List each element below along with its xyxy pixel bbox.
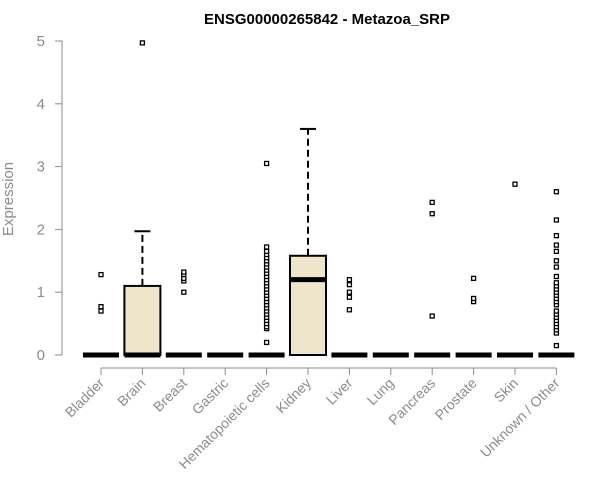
x-tick-label: Liver [323, 375, 356, 408]
outlier-point [98, 308, 104, 314]
box-liver [331, 276, 368, 358]
y-tick-label: 5 [37, 33, 45, 50]
outlier-point [553, 242, 560, 248]
y-tick-label: 4 [37, 96, 45, 113]
outlier-point [553, 258, 560, 264]
outlier-point [346, 276, 353, 283]
outlier-point [553, 264, 560, 270]
outlier-point [346, 307, 353, 313]
y-tick-label: 0 [37, 347, 45, 364]
outlier-point [553, 248, 560, 255]
outlier-point [553, 273, 560, 280]
outlier-point [98, 303, 104, 310]
box-skin [497, 181, 533, 358]
x-tick-label: Unknown / Other [477, 375, 563, 461]
box-iqr [123, 284, 162, 357]
boxes-group [83, 40, 575, 358]
outlier-point [346, 289, 353, 295]
outlier-point [429, 211, 435, 217]
outlier-point [263, 244, 270, 250]
chart-title: ENSG00000265842 - Metazoa_SRP [204, 11, 450, 28]
outlier-point [470, 275, 477, 282]
outlier-point [346, 294, 353, 300]
box-kidney [289, 127, 327, 356]
outlier-point [553, 189, 560, 195]
outlier-point [512, 181, 518, 187]
outlier-point [553, 233, 560, 239]
outlier-point [553, 280, 560, 286]
x-tick-label: Breast [150, 375, 190, 415]
x-tick-label: Brain [114, 375, 148, 409]
outlier-point [263, 339, 270, 346]
box-unknown-other [538, 189, 575, 358]
y-axis: 0 1 2 3 4 5 [37, 33, 63, 364]
outlier-point [553, 308, 560, 314]
outlier-point [263, 248, 270, 255]
outlier-point [553, 342, 560, 349]
outlier-point [429, 313, 435, 319]
y-tick-label: 2 [37, 221, 45, 238]
x-tick-label: Lung [364, 375, 397, 408]
outlier-point [139, 40, 146, 46]
box-hematopoietic-cells [248, 160, 285, 358]
box-iqr [289, 254, 327, 356]
box-prostate [455, 275, 492, 358]
outlier-point [98, 271, 104, 278]
y-tick-label: 1 [37, 284, 45, 301]
box-brain [123, 40, 162, 358]
y-axis-label: Expression [0, 162, 17, 236]
x-tick-label: Prostate [432, 375, 480, 423]
outlier-point [181, 269, 187, 275]
y-tick-label: 3 [37, 159, 45, 176]
box-breast [165, 269, 202, 358]
x-tick-label: Skin [491, 375, 522, 406]
outlier-point [429, 199, 435, 206]
outlier-point [553, 217, 560, 223]
outlier-point [263, 160, 270, 167]
outlier-point [181, 289, 187, 295]
outlier-point [470, 295, 477, 302]
x-tick-label: Kidney [273, 375, 315, 417]
box-pancreas [414, 199, 451, 358]
box-bladder [83, 271, 119, 358]
outlier-point [346, 282, 353, 288]
x-tick-label: Bladder [62, 375, 108, 421]
